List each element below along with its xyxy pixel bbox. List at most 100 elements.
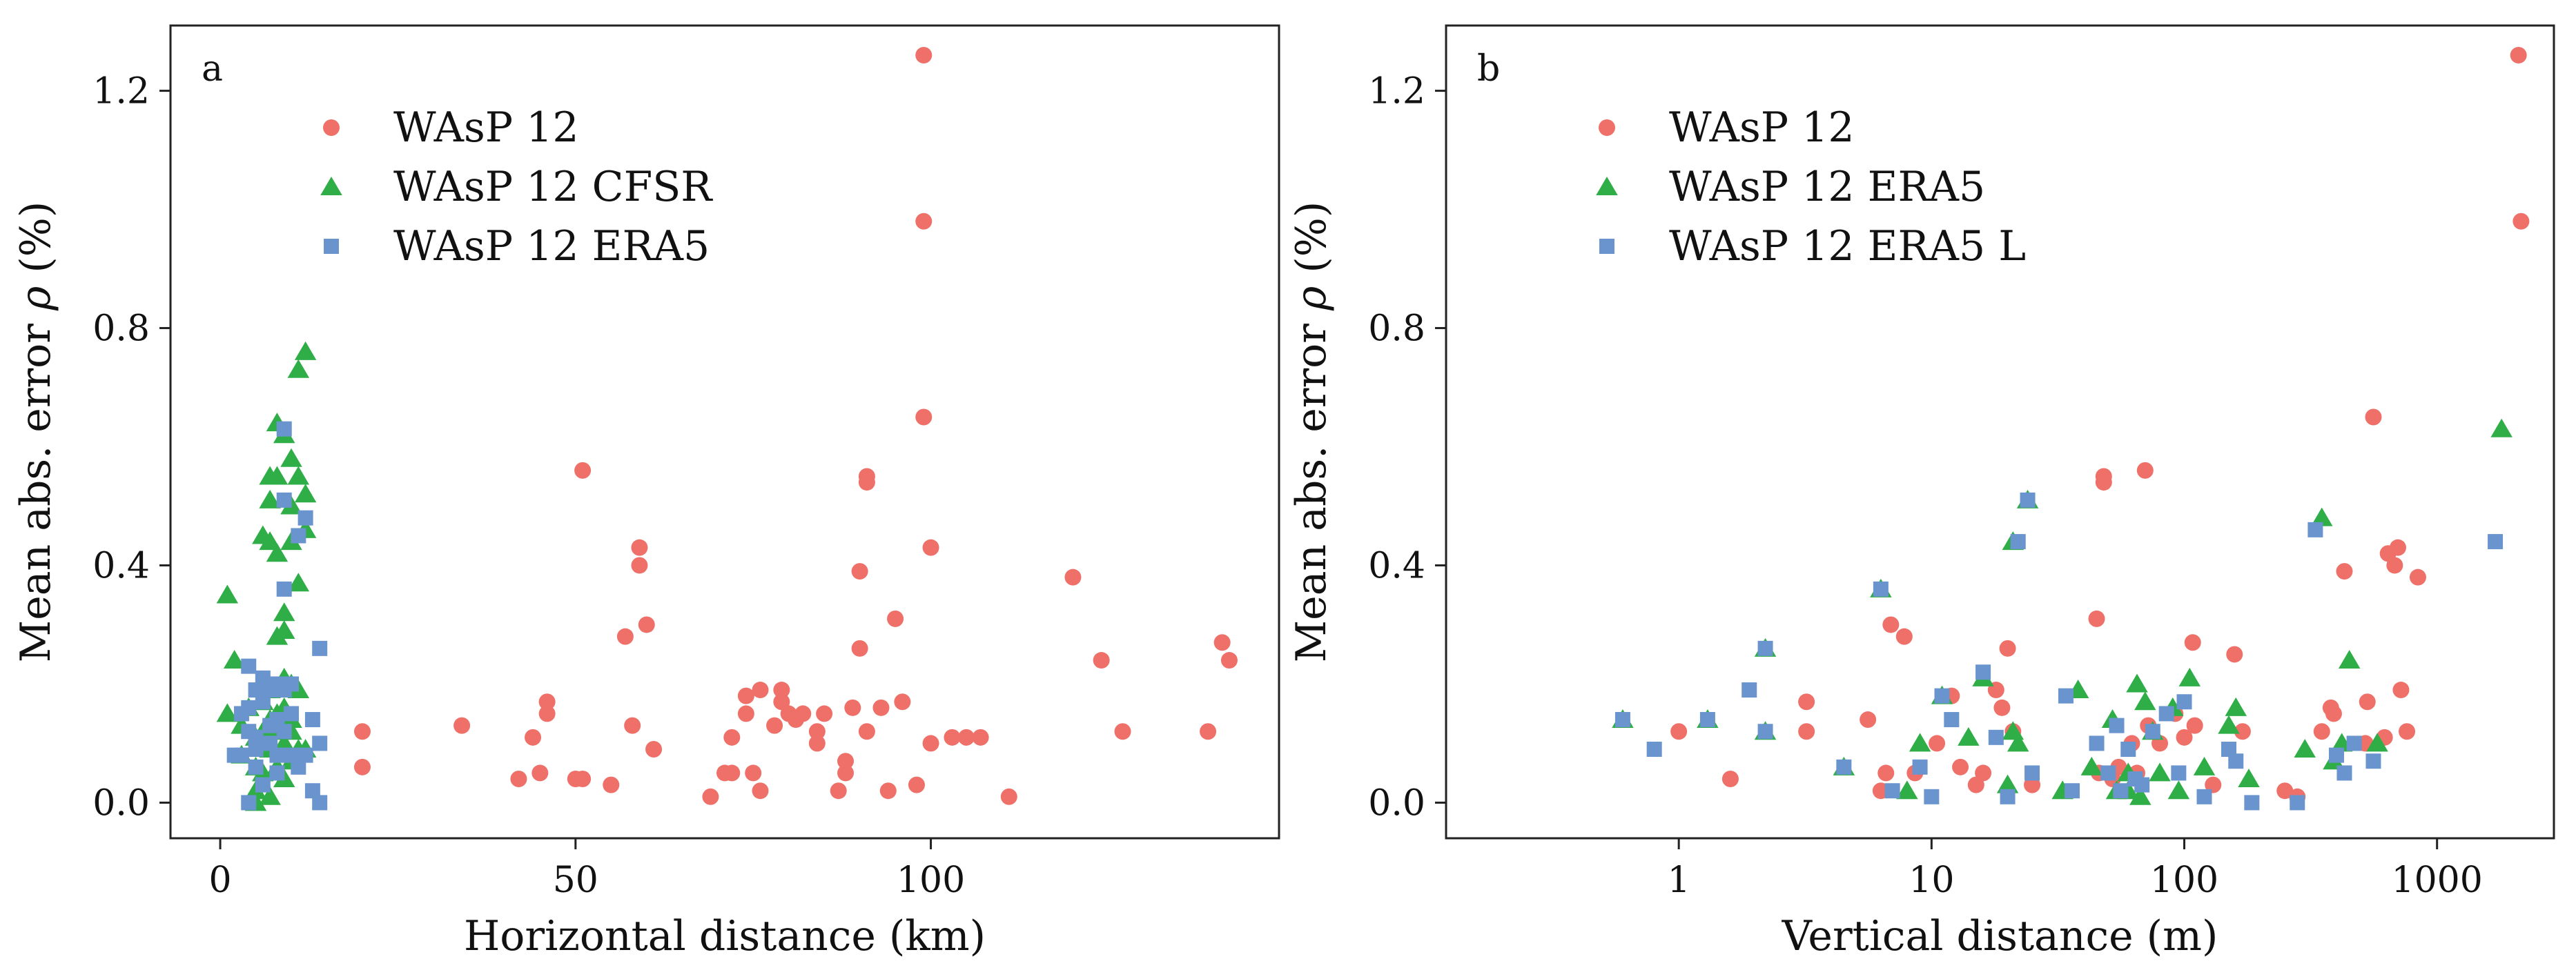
data-point bbox=[525, 729, 542, 746]
data-point bbox=[2024, 776, 2041, 793]
legend-key bbox=[1599, 239, 1614, 254]
data-point bbox=[248, 742, 264, 758]
data-point bbox=[2000, 789, 2016, 804]
data-point bbox=[752, 782, 769, 800]
panel-a-horizontal-distance: a 0 50 100 0.0 0.4 0.8 1.2 Horizontal distance (… bbox=[12, 24, 1280, 960]
data-point bbox=[2228, 753, 2244, 769]
data-point bbox=[294, 484, 317, 503]
data-point bbox=[2178, 667, 2201, 686]
data-point bbox=[887, 610, 904, 627]
data-point bbox=[2238, 769, 2260, 788]
data-point bbox=[531, 764, 549, 782]
data-point bbox=[1741, 682, 1757, 698]
series-wasp-12-era5 bbox=[226, 421, 328, 811]
data-point bbox=[2338, 650, 2361, 669]
data-point bbox=[287, 573, 310, 592]
data-point bbox=[837, 753, 855, 770]
data-point bbox=[2512, 212, 2530, 230]
data-point bbox=[284, 676, 300, 692]
y-tick-label: 1.2 bbox=[92, 71, 150, 112]
data-point bbox=[255, 777, 271, 793]
legend-label: WAsP 12 bbox=[393, 103, 579, 152]
legend-key bbox=[1599, 119, 1615, 136]
data-point bbox=[2193, 756, 2216, 775]
data-point bbox=[1952, 758, 1969, 775]
data-point bbox=[2488, 534, 2504, 550]
data-point bbox=[2346, 735, 2362, 751]
data-point bbox=[266, 543, 289, 562]
data-point bbox=[297, 747, 313, 763]
data-point bbox=[1757, 724, 1773, 740]
data-point bbox=[1958, 726, 1980, 746]
data-point bbox=[574, 771, 592, 788]
data-point bbox=[1944, 712, 1960, 728]
data-point bbox=[216, 584, 239, 604]
data-point bbox=[2336, 563, 2353, 580]
data-point bbox=[2392, 682, 2410, 699]
data-point bbox=[2276, 782, 2294, 800]
y-axis-title-text: Mean abs. error bbox=[12, 310, 60, 662]
panel-label: a bbox=[202, 48, 223, 90]
y-axis-title-text: Mean abs. error bbox=[1287, 310, 1336, 662]
data-point bbox=[752, 682, 769, 699]
data-point bbox=[2359, 693, 2376, 711]
legend-key bbox=[320, 177, 342, 195]
data-point bbox=[284, 747, 300, 763]
x-tick-label: 100 bbox=[2150, 860, 2218, 901]
data-point bbox=[2184, 634, 2201, 651]
data-point bbox=[894, 693, 911, 711]
data-point bbox=[259, 531, 281, 551]
data-point bbox=[1884, 783, 1900, 799]
data-point bbox=[2244, 795, 2260, 811]
data-point bbox=[858, 723, 875, 740]
data-point bbox=[830, 782, 847, 800]
data-point bbox=[2007, 733, 2029, 752]
x-tick-label: 1000 bbox=[2392, 860, 2483, 901]
data-point bbox=[1670, 723, 1688, 740]
series-wasp-12 bbox=[353, 46, 1238, 805]
y-tick-label: 0.8 bbox=[1368, 308, 1425, 350]
data-point bbox=[2186, 717, 2203, 734]
data-point bbox=[273, 602, 295, 622]
data-point bbox=[304, 783, 320, 799]
data-point bbox=[294, 341, 317, 360]
y-tick-label: 0.0 bbox=[1368, 782, 1425, 824]
data-point bbox=[2307, 522, 2323, 537]
data-point bbox=[631, 557, 648, 574]
data-point bbox=[2171, 765, 2187, 781]
data-point bbox=[2149, 762, 2171, 782]
data-point bbox=[2409, 568, 2426, 586]
panel-b-vertical-distance: b 1 10 100 1000 0.0 0.4 0.8 1.2 Vertical distance… bbox=[1287, 24, 2555, 960]
data-point bbox=[851, 640, 868, 657]
data-point bbox=[2389, 539, 2406, 556]
data-point bbox=[2313, 723, 2330, 740]
data-point bbox=[915, 46, 933, 63]
data-point bbox=[2218, 715, 2240, 734]
data-point bbox=[304, 712, 320, 728]
data-point bbox=[773, 682, 790, 699]
data-point bbox=[1213, 634, 1231, 651]
data-point bbox=[1220, 652, 1238, 669]
data-point bbox=[259, 786, 281, 805]
legend-label: WAsP 12 ERA5 L bbox=[1669, 222, 2026, 270]
data-point bbox=[574, 462, 592, 479]
data-point bbox=[2100, 765, 2116, 781]
panel-label: b bbox=[1477, 48, 1500, 90]
data-point bbox=[972, 729, 989, 746]
data-point bbox=[2234, 723, 2251, 740]
data-point bbox=[837, 764, 855, 782]
data-point bbox=[1798, 693, 1815, 711]
data-point bbox=[915, 212, 933, 230]
legend-label: WAsP 12 CFSR bbox=[393, 163, 713, 211]
data-point bbox=[312, 795, 328, 811]
data-point bbox=[2010, 534, 2026, 550]
data-point bbox=[723, 764, 741, 782]
data-point bbox=[2325, 705, 2342, 722]
data-point bbox=[2176, 729, 2193, 746]
legend-label: WAsP 12 ERA5 bbox=[1669, 163, 1985, 211]
data-point bbox=[1975, 764, 1992, 782]
data-point bbox=[958, 729, 975, 746]
data-point bbox=[2399, 723, 2416, 740]
data-point bbox=[808, 735, 826, 752]
